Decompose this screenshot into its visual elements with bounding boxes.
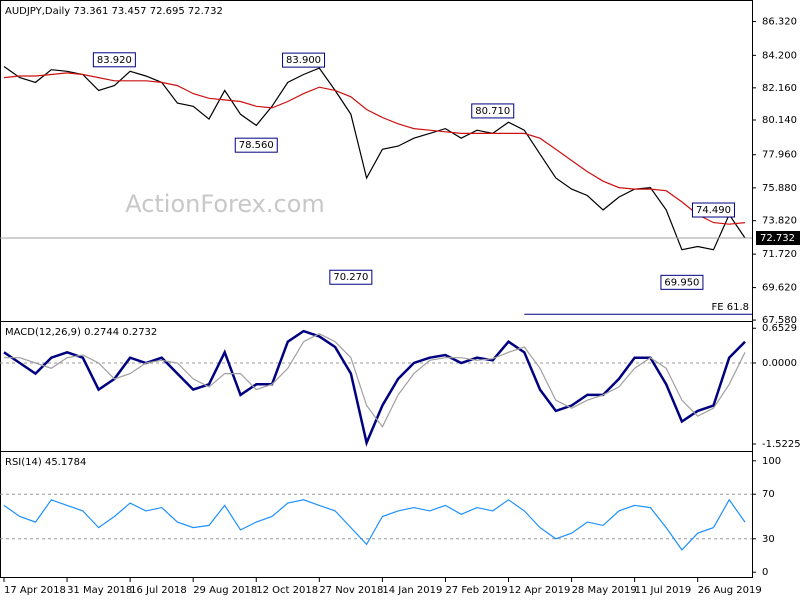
y-tick-label: 70 [762,489,775,500]
y-tick-label: 69.620 [762,283,797,294]
y-tick-label: 100 [762,456,781,467]
y-tick-label: -1.5225 [762,439,800,450]
x-tick-label: 31 May 2018 [67,585,132,596]
last-price-label: 72.732 [760,233,795,244]
annotation-label: 80.710 [475,106,510,117]
y-tick-label: 82.160 [762,83,797,94]
annotation-box [282,52,326,68]
annotation-box [471,103,515,119]
annotation-box [329,269,373,285]
annotation-box [234,137,278,153]
x-tick-label: 17 Apr 2018 [4,585,66,596]
y-tick-label: 86.320 [762,17,797,28]
y-tick-label: 0.6529 [762,323,797,334]
annotation-label: 69.950 [664,277,699,288]
annotation-label: 70.270 [333,272,368,283]
x-tick-label: 11 Jul 2019 [635,585,692,596]
annotation-label: 83.900 [286,55,321,66]
annotation-label: 78.560 [239,140,274,151]
fe-label: FE 61.8 [711,302,749,313]
x-tick-label: 27 Feb 2019 [445,585,507,596]
watermark: ActionForex.com [125,190,325,218]
annotation-box [691,202,735,218]
annotation-label: 83.920 [97,55,132,66]
annotation-box [660,274,704,290]
series-line [3,72,746,225]
y-tick-label: 84.200 [762,50,797,61]
annotation-box [92,52,136,68]
y-tick-label: 71.720 [762,249,797,260]
series-line [3,329,746,447]
last-price-box [756,231,800,246]
panel-title: AUDJPY,Daily 73.361 73.457 72.695 72.732 [5,6,223,17]
y-tick-label: 67.580 [762,315,797,326]
y-tick-label: 30 [762,534,775,545]
x-tick-label: 26 Aug 2019 [698,585,762,596]
series-line [3,66,746,251]
x-tick-label: 28 May 2019 [572,585,637,596]
x-tick-label: 29 Aug 2018 [193,585,257,596]
series-line [4,333,746,428]
y-tick-label: 73.820 [762,216,797,227]
panel-border [0,451,753,578]
y-tick-label: 0 [762,567,768,578]
y-tick-label: 0.0000 [762,358,797,369]
y-tick-label: 77.960 [762,150,797,161]
panel-title: RSI(14) 45.1784 [5,457,86,468]
x-tick-label: 27 Nov 2018 [319,585,383,596]
y-tick-label: 80.140 [762,115,797,126]
x-tick-label: 12 Apr 2019 [509,585,571,596]
annotation-label: 74.490 [696,205,731,216]
y-tick-label: 75.880 [762,183,797,194]
x-tick-label: 12 Oct 2018 [256,585,318,596]
x-tick-label: 16 Jul 2018 [130,585,187,596]
series-line [3,498,746,551]
panel-title: MACD(12,26,9) 0.2744 0.2732 [5,327,157,338]
x-tick-label: 14 Jan 2019 [382,585,442,596]
